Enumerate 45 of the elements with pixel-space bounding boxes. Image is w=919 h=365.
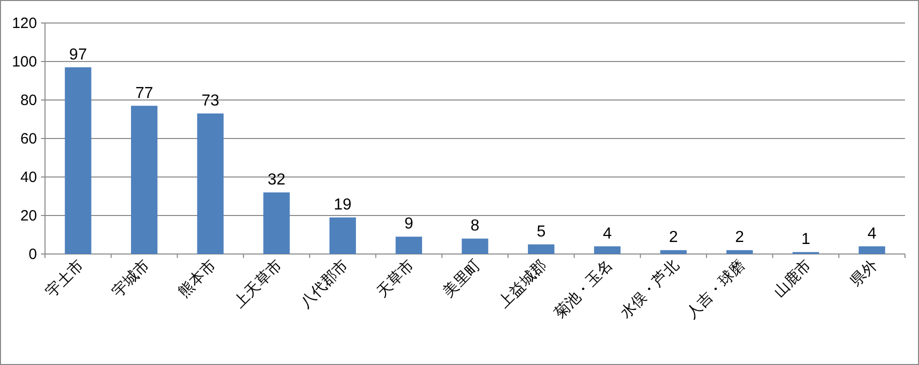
y-tick-label: 80 — [20, 92, 37, 109]
data-label: 2 — [735, 229, 744, 246]
data-label: 4 — [602, 225, 612, 242]
x-tick-label: 宇城市 — [109, 256, 154, 301]
data-label: 1 — [801, 231, 810, 248]
data-label: 73 — [201, 92, 220, 110]
bar — [462, 238, 488, 254]
bar — [858, 246, 886, 254]
bar — [263, 192, 290, 254]
x-tick-label: 八代郡市 — [297, 256, 352, 312]
data-label: 97 — [69, 46, 88, 64]
y-tick-label: 0 — [28, 246, 37, 263]
x-tick-label: 山鹿市 — [770, 256, 815, 301]
bar — [396, 236, 422, 254]
data-label: 8 — [470, 218, 480, 235]
x-tick-label: 上益城郡 — [496, 256, 550, 312]
bar — [197, 113, 224, 254]
x-tick-label: 菊池・玉名 — [551, 256, 616, 322]
x-tick-label: 熊本市 — [175, 256, 220, 301]
data-label: 9 — [404, 216, 414, 233]
data-label: 4 — [867, 225, 876, 242]
data-label: 32 — [268, 171, 286, 188]
x-tick-label: 美里町 — [440, 256, 484, 301]
x-tick-label: 水俣・芦北 — [617, 256, 682, 322]
bar — [528, 244, 554, 254]
bar — [660, 250, 687, 254]
x-tick-label: 天草市 — [374, 256, 418, 301]
y-tick-label: 100 — [12, 54, 37, 70]
y-tick-label: 120 — [12, 15, 37, 32]
bar — [131, 106, 158, 254]
bar — [329, 217, 356, 254]
bar — [594, 246, 621, 254]
data-label: 2 — [669, 229, 678, 246]
x-tick-label: 上天草市 — [230, 256, 286, 312]
data-label: 19 — [334, 196, 352, 214]
x-tick-label: 人吉・球磨 — [683, 256, 748, 322]
bar — [64, 67, 92, 254]
y-tick-label: 20 — [20, 208, 37, 224]
data-label: 77 — [135, 84, 154, 102]
bar — [726, 250, 753, 254]
x-tick-label: 県外 — [848, 256, 881, 290]
x-tick-label: 宇土市 — [43, 256, 87, 301]
y-tick-label: 40 — [20, 169, 37, 186]
y-tick-label: 60 — [20, 130, 37, 148]
data-label: 5 — [536, 223, 546, 240]
